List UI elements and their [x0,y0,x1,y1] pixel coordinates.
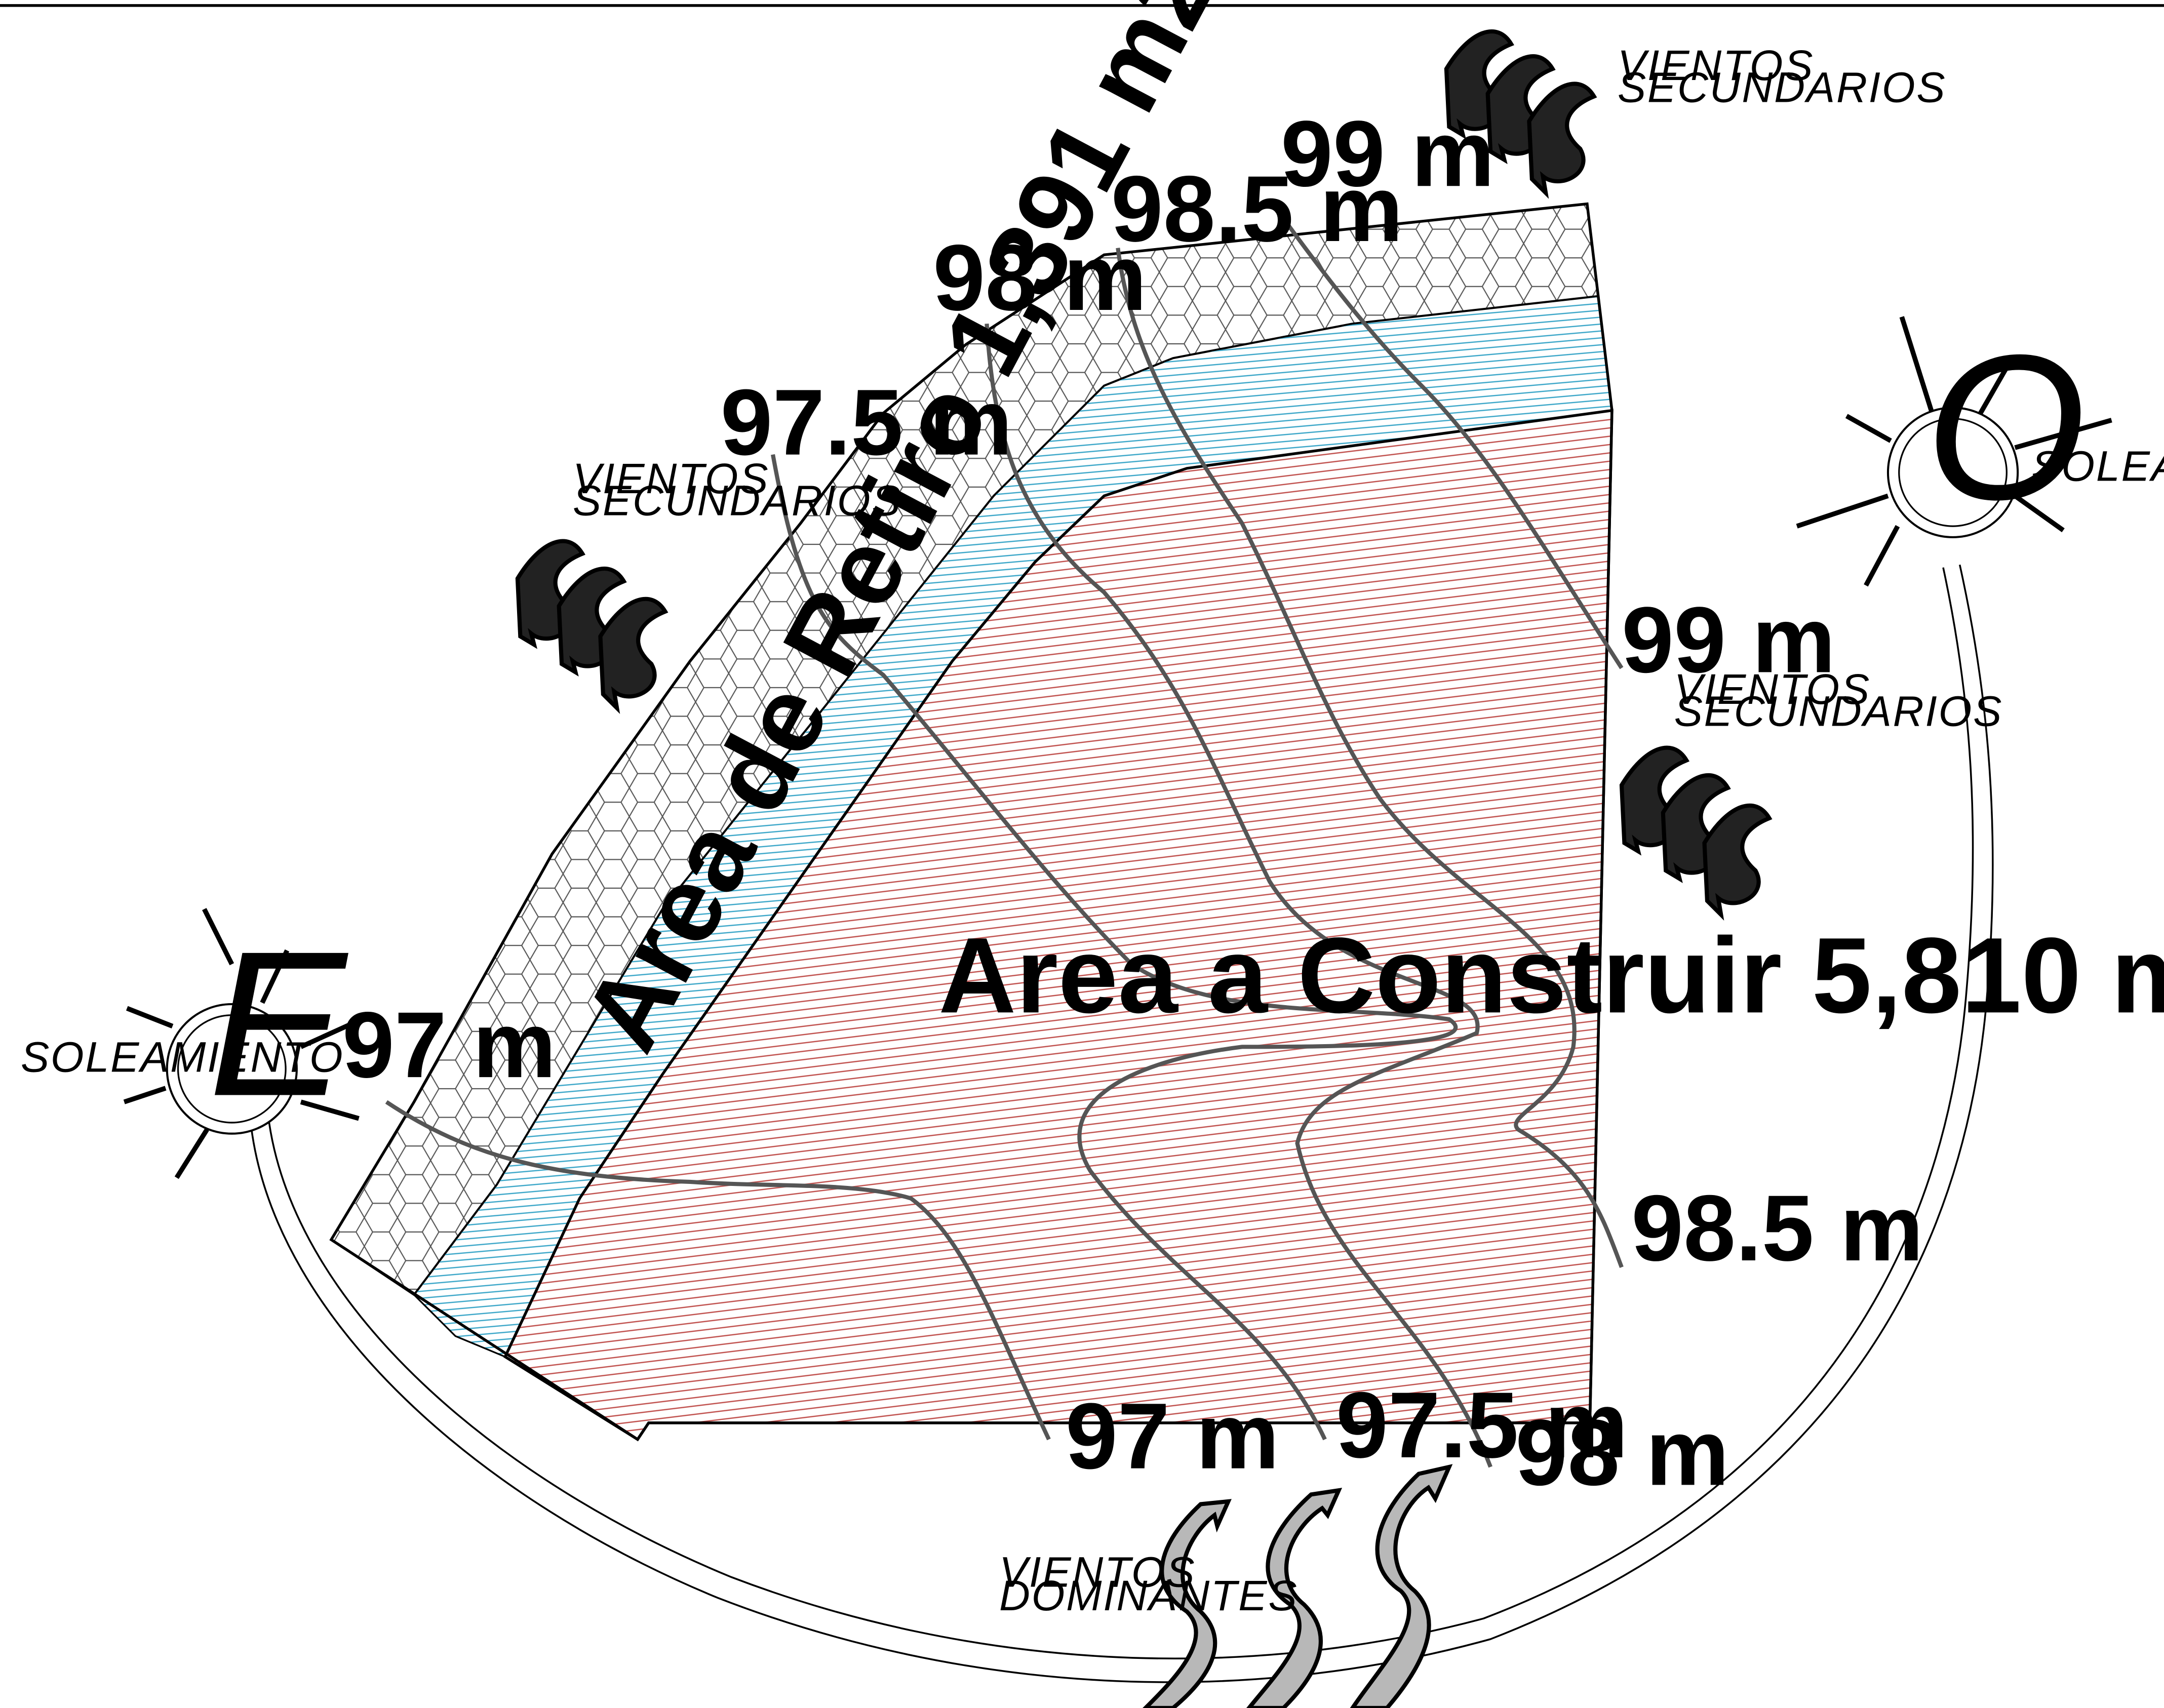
contour-99 [1268,198,1624,669]
contour-98 [985,323,1492,1468]
wind-secondary-top-line1: VIENTOS [1618,42,1814,89]
elevation-label-left-97: 97 m [342,992,556,1097]
contour-97 [385,1100,1051,1441]
elevation-label-top-98-5: 98.5 m [1111,156,1403,261]
elevation-label-right-98-5: 98.5 m [1631,1176,1923,1281]
wind-secondary-left-icon [515,539,668,714]
wind-dominant-icon [1143,1464,1453,1708]
wind-dominant-line2: DOMINANTES [999,1572,1298,1619]
area-build-label: Area a Construir 5,810 m2 [938,916,2164,1036]
sun-west-letter: O [1925,311,2087,543]
wind-dominant-line1: VIENTOS [999,1548,1196,1596]
contour-98-5 [1116,248,1624,1268]
elevation-label-bottom-97-5: 97.5 m [1336,1373,1628,1478]
wind-secondary-right-line1: VIENTOS [1674,665,1871,713]
wind-secondary-top-icon [1444,29,1597,199]
sun-path-arc-outer [250,564,1994,1683]
wind-secondary-top-line2: SECUNDARIOS [1618,63,1947,111]
sun-path-arc-inner [268,567,1974,1659]
wind-secondary-left-line2: SECUNDARIOS [573,476,902,524]
sun-east-letter: E [208,908,350,1139]
sun-west-label: SOLEAMIENTO [2031,442,2164,490]
contour-97-5 [771,454,1458,1441]
wind-secondary-left-line1: VIENTOS [573,455,769,502]
lot-outline [329,202,1614,1442]
sun-west-icon [1796,316,2112,587]
elevation-label-bottom-98: 98 m [1515,1400,1729,1505]
wind-secondary-right-line2: SECUNDARIOS [1674,688,2003,735]
elevation-label-top-97-5: 97.5 m [721,370,1013,475]
elevation-label-top-98: 98 m [933,225,1147,330]
sun-east-icon [123,908,363,1179]
wind-secondary-right-icon [1619,745,1773,921]
elevation-label-right-99: 99 m [1622,588,1835,693]
elevation-label-bottom-97: 97 m [1066,1384,1279,1489]
sun-east-label: SOLEAMIENTO [21,1033,344,1081]
